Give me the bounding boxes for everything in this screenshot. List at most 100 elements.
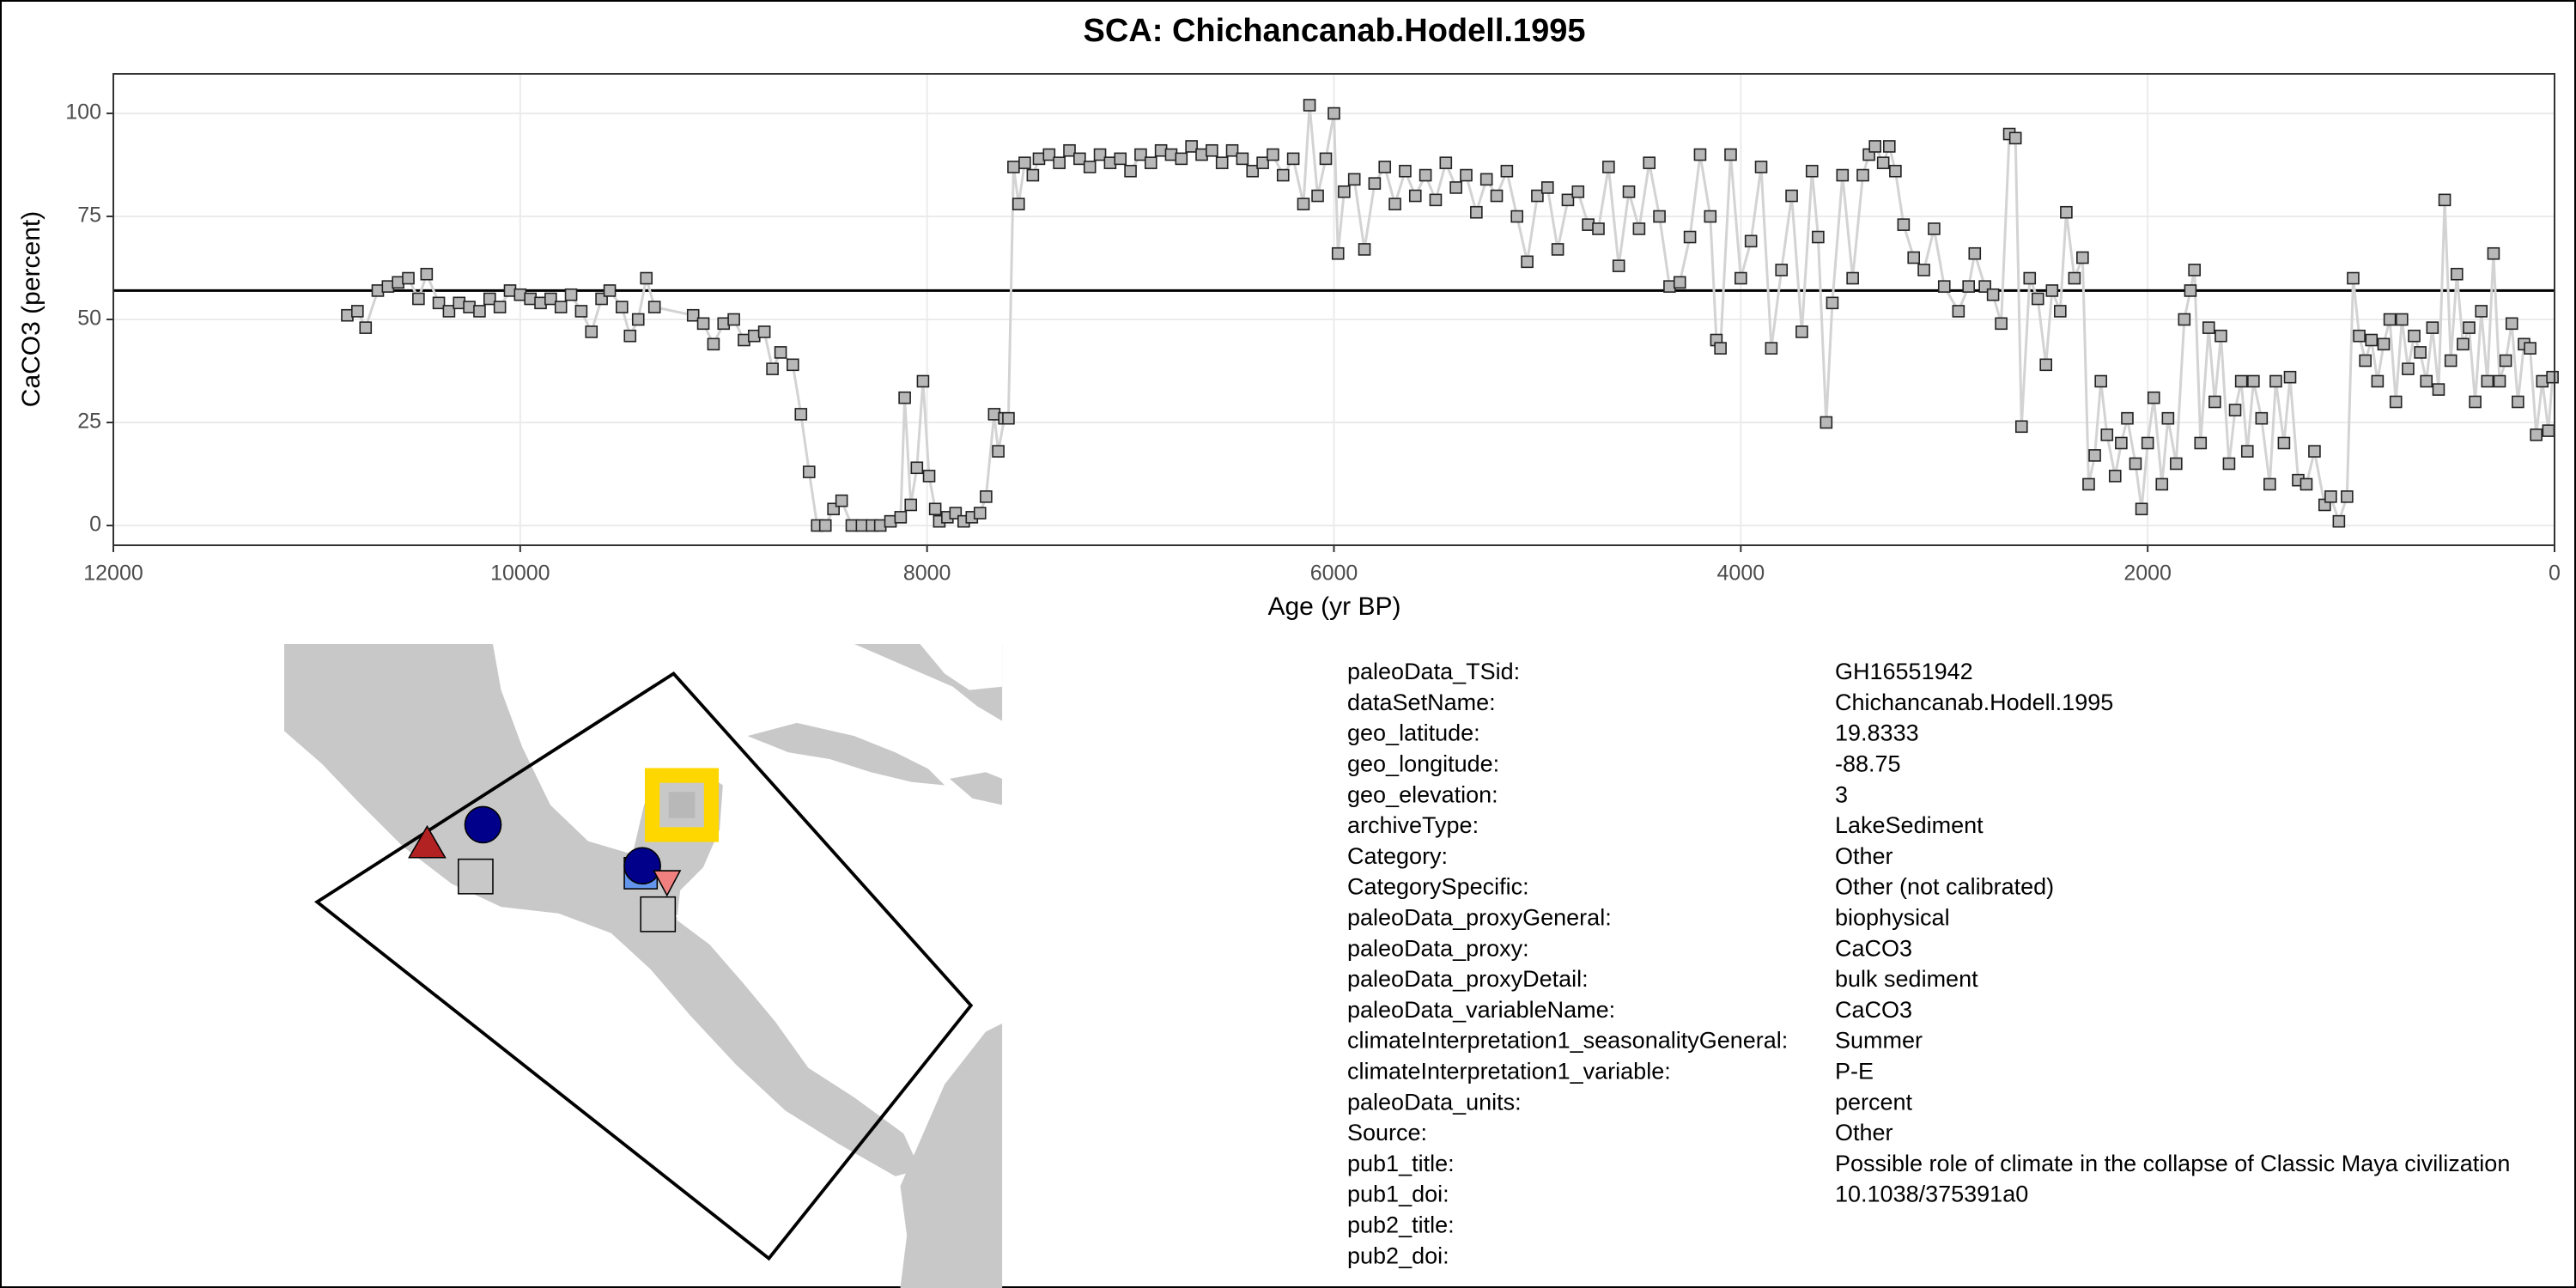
data-point [2222, 457, 2236, 471]
axes: 0 25 50 75 100 12000 10000 8000 6000 4000 2000 0 [65, 73, 2561, 586]
metadata-value: CaCO3 [1835, 997, 1912, 1023]
metadata-key: pub2_doi: [1347, 1242, 1449, 1268]
data-point [1592, 222, 1605, 235]
data-point [1917, 264, 1930, 276]
data-point [2208, 395, 2221, 409]
data-point [1093, 148, 1107, 161]
metadata-key: paleoData_variableName: [1347, 997, 1615, 1023]
data-point [2426, 321, 2439, 334]
data-point [1490, 189, 1504, 203]
data-point [1311, 189, 1324, 203]
data-point [1297, 197, 1310, 210]
data-point [757, 325, 771, 338]
data-point [1785, 189, 1798, 203]
data-point [647, 301, 661, 313]
data-point [2530, 428, 2543, 441]
data-point [1846, 271, 1859, 285]
data-point [916, 374, 930, 388]
data-point [1206, 143, 1218, 157]
y-tick-label: 50 [77, 307, 101, 331]
land-south-america [900, 1023, 1003, 1288]
data-point [412, 292, 425, 306]
data-point [2324, 490, 2337, 503]
data-point [2546, 370, 2559, 384]
country-border [657, 912, 806, 1052]
metadata-value: LakeSediment [1835, 812, 1984, 838]
data-point [2108, 470, 2122, 483]
data-point [2202, 321, 2215, 334]
data-point [2031, 292, 2044, 306]
data-point [1962, 280, 1975, 293]
data-point [1460, 168, 1473, 182]
data-point [1856, 168, 1869, 182]
data-point [1408, 189, 1422, 203]
data-point [1267, 148, 1279, 161]
data-point [483, 292, 496, 306]
data-point [774, 346, 787, 359]
data-point [2365, 333, 2379, 347]
data-point [473, 305, 486, 318]
site-marker [458, 858, 494, 895]
y-tick-label: 25 [77, 410, 101, 434]
metadata-value: Summer [1835, 1028, 1923, 1054]
region-box [313, 671, 974, 1261]
data-point [1765, 342, 1778, 355]
data-point [2359, 354, 2372, 368]
data-point [1018, 156, 1031, 169]
data-point [2505, 317, 2518, 331]
metadata-value: Other [1835, 1120, 1893, 1145]
x-tick-label: 2000 [2123, 562, 2172, 586]
data-point [1338, 185, 1351, 198]
data-point [2499, 354, 2512, 368]
metadata-value: bulk sediment [1835, 966, 1978, 992]
data-point [1622, 185, 1636, 198]
data-point [1968, 246, 1982, 260]
data-point [1185, 140, 1198, 153]
data-point [928, 502, 942, 516]
metadata-key: Source: [1347, 1120, 1427, 1145]
site-marker [623, 847, 661, 885]
land-cuba [747, 722, 945, 786]
data-point [2255, 411, 2269, 425]
data-point [359, 321, 373, 334]
plot-area [113, 99, 2559, 532]
metadata-key: geo_latitude: [1347, 720, 1480, 746]
data-point [2341, 490, 2354, 503]
data-point [2481, 374, 2494, 388]
data-point [1002, 411, 1015, 425]
y-tick-label: 0 [89, 513, 101, 537]
data-point [1995, 317, 2008, 331]
data-point [2332, 514, 2346, 528]
data-point [992, 445, 1005, 458]
data-point [2045, 284, 2059, 297]
data-point [2060, 205, 2073, 219]
data-point [2215, 329, 2227, 343]
metadata-value: GH16551942 [1835, 659, 1973, 684]
data-point [1868, 140, 1881, 153]
metadata-value: 19.8333 [1835, 720, 1919, 746]
data-point [2100, 428, 2114, 441]
data-point [2082, 477, 2095, 491]
metadata-key: paleoData_TSid: [1347, 659, 1520, 684]
data-point [1347, 173, 1361, 186]
data-point [910, 461, 924, 475]
data-point [1571, 185, 1585, 198]
x-tick-label: 6000 [1310, 562, 1358, 586]
metadata-value: CaCO3 [1835, 935, 1912, 961]
data-point [1561, 193, 1575, 207]
data-point [2240, 445, 2254, 458]
data-point [2178, 313, 2191, 326]
data-point [1735, 271, 1747, 285]
metadata-table: paleoData_TSid: GH16551942 dataSetName: Chi… [1347, 659, 2510, 1268]
data-point [835, 494, 848, 507]
site-marker [653, 870, 682, 897]
data-point [980, 490, 993, 503]
data-point [2444, 354, 2458, 368]
data-point [554, 301, 568, 313]
data-point [1826, 296, 1839, 310]
land-hispaniola [949, 772, 1003, 805]
data-point [2234, 374, 2248, 388]
data-point [2512, 395, 2524, 409]
data-point [2542, 424, 2555, 437]
